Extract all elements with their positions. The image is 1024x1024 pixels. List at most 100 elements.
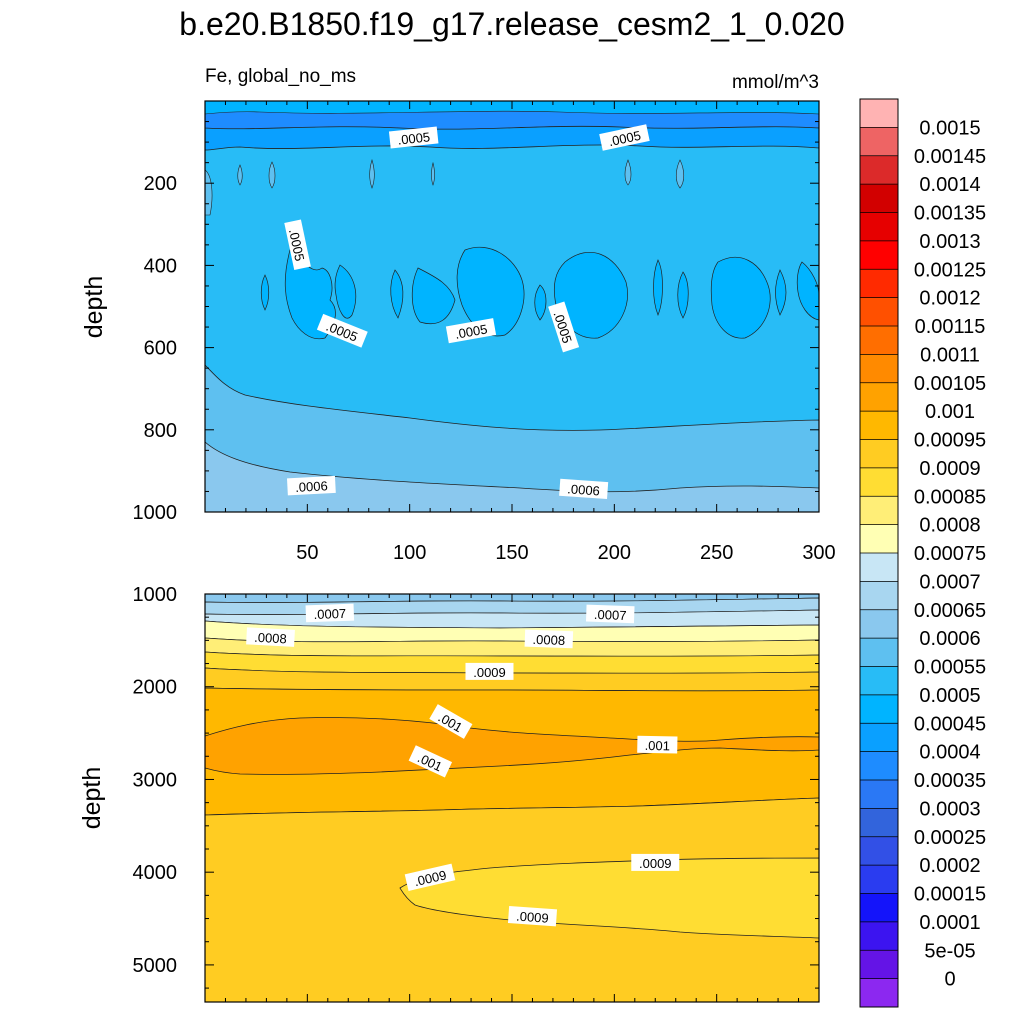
- colorbar-label: 0.0006: [919, 628, 980, 650]
- colorbar-swatch: [860, 723, 898, 753]
- colorbar-swatch: [860, 780, 898, 809]
- contour-label: .0005: [599, 124, 650, 151]
- contour-label-box: [599, 124, 650, 151]
- colorbar-swatch: [860, 978, 898, 1008]
- contour-label: .0008: [246, 627, 295, 647]
- contour-label-box: [559, 478, 609, 500]
- x-tick-label: 50: [296, 542, 318, 564]
- y-tick-label: 400: [144, 255, 177, 277]
- colorbar-label: 0.00025: [914, 827, 986, 849]
- colorbar-swatch: [860, 269, 898, 299]
- colorbar-label: 0.0002: [919, 855, 980, 877]
- colorbar-label: 0: [944, 969, 955, 991]
- colorbar-label: 0.00105: [914, 373, 986, 395]
- colorbar-label: 0.00075: [914, 543, 986, 565]
- contour-label-text: .0009: [516, 909, 550, 926]
- contour-label: .0007: [585, 604, 635, 624]
- y-tick-label: 1000: [133, 502, 178, 524]
- colorbar-label: 0.0012: [919, 288, 980, 310]
- upper-near-surface-patches: [205, 158, 685, 216]
- upper-mid-depth-patches: [260, 246, 819, 340]
- colorbar-label: 0.0011: [920, 344, 980, 366]
- colorbar-swatch: [860, 411, 898, 440]
- x-tick-label: 200: [598, 542, 631, 564]
- y-tick-label: 5000: [133, 955, 178, 977]
- x-tick-label: 150: [495, 542, 528, 564]
- colorbar-label: 0.0007: [919, 571, 980, 593]
- right-string: mmol/m^3: [732, 72, 819, 93]
- colorbar-swatch: [860, 467, 898, 497]
- colorbar-label: 0.00015: [914, 884, 986, 906]
- upper-y-axis-label: depth: [80, 276, 108, 339]
- colorbar-label: 0.00145: [914, 146, 986, 168]
- colorbar-swatch: [860, 865, 898, 894]
- left-string: Fe, global_no_ms: [205, 66, 356, 87]
- colorbar-swatch: [860, 240, 898, 270]
- colorbar-label: 5e-05: [924, 940, 975, 962]
- contour-label-text: .0009: [413, 867, 448, 889]
- contour-label-text: .0006: [567, 481, 601, 498]
- x-tick-label: 100: [393, 542, 426, 564]
- contour-label: .0005: [284, 219, 311, 270]
- contour-label-text: .001: [645, 738, 671, 753]
- y-tick-label: 4000: [133, 862, 178, 884]
- colorbar-label: 0.0015: [919, 117, 980, 139]
- upper-band-0006: [205, 441, 819, 512]
- y-tick-label: 800: [144, 420, 177, 442]
- contour-label-box: [429, 704, 473, 739]
- contour-label: .0006: [559, 478, 609, 500]
- lower-band-deep-00085: [399, 857, 819, 939]
- contour-label: .001: [637, 735, 678, 754]
- contour-label-box: [286, 475, 336, 496]
- colorbar: 0.0015 0.00145 0.0014 0.00135 0.0013 0.00125 0…: [859, 98, 986, 1008]
- contour-label: .0005: [445, 318, 497, 344]
- contour-label: .0009: [507, 906, 558, 927]
- colorbar-label: 0.0009: [919, 458, 980, 480]
- colorbar-swatch: [860, 524, 898, 554]
- colorbar-frame: [859, 98, 899, 1008]
- x-tick-label: 250: [700, 542, 733, 564]
- contour-label: .0007: [305, 603, 355, 623]
- colorbar-label: 0.00045: [914, 713, 986, 735]
- contour-label-box: [408, 745, 453, 778]
- colorbar-swatch: [860, 666, 898, 696]
- contour-label: .0005: [388, 126, 439, 149]
- colorbar-label: 0.0013: [919, 231, 980, 253]
- colorbar-swatch: [860, 212, 898, 242]
- lower-band-00105: [205, 717, 819, 775]
- colorbar-label: 0.00125: [914, 259, 986, 281]
- contour-label-text: .0006: [295, 478, 328, 495]
- colorbar-label: 0.00055: [914, 657, 986, 679]
- colorbar-swatch: [860, 382, 898, 412]
- colorbar-swatch: [860, 609, 898, 639]
- contour-label-box: [404, 863, 456, 891]
- x-tick-label: 300: [802, 542, 835, 564]
- colorbar-label: 0.0014: [919, 174, 980, 196]
- colorbar-label: 0.0001: [919, 912, 980, 934]
- contour-label-text: .0005: [454, 321, 489, 341]
- colorbar-swatch: [860, 354, 898, 384]
- colorbar-swatch: [860, 155, 898, 185]
- upper-panel-field: [205, 101, 819, 512]
- colorbar-swatch: [860, 553, 898, 582]
- colorbar-label: 0.0004: [919, 742, 980, 764]
- y-tick-label: 2000: [133, 677, 178, 699]
- colorbar-swatch: [860, 950, 898, 980]
- contour-label-box: [631, 853, 680, 871]
- contour-label-box: [637, 735, 678, 754]
- colorbar-swatch: [860, 326, 898, 355]
- colorbar-swatch: [860, 751, 898, 781]
- contour-label: .0009: [631, 853, 680, 871]
- colorbar-label: 0.00035: [914, 770, 986, 792]
- colorbar-swatch: [860, 581, 898, 611]
- contour-label-box: [445, 318, 497, 344]
- colorbar-swatch: [860, 808, 898, 838]
- contour-label-box: [524, 629, 574, 649]
- contour-label-text: .0005: [607, 128, 642, 149]
- colorbar-swatch: [860, 893, 898, 923]
- contour-label-text: .0008: [532, 632, 565, 648]
- contour-label-text: .0007: [594, 607, 627, 623]
- colorbar-swatch: [860, 496, 898, 526]
- contour-label-box: [585, 604, 635, 624]
